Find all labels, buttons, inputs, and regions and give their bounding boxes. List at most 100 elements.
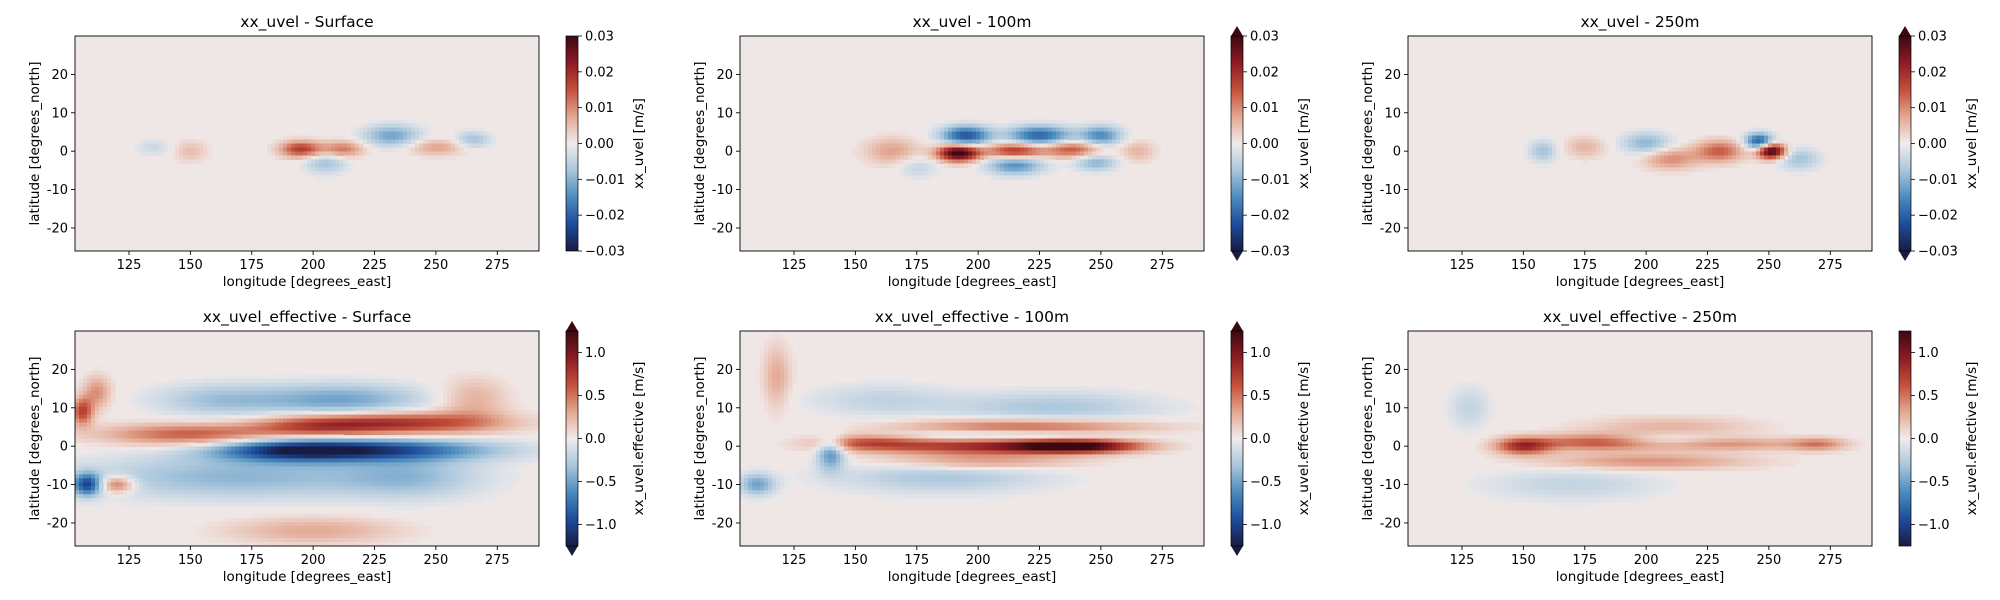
heatmap-cell (319, 462, 324, 467)
heatmap-cell (307, 414, 312, 420)
heatmap-cell (343, 390, 348, 396)
heatmap-cell (475, 127, 480, 133)
heatmap-cell (471, 462, 476, 467)
heatmap-cell (359, 127, 364, 133)
heatmap-cell (203, 466, 208, 471)
heatmap-cell (499, 446, 504, 452)
heatmap-cell (347, 442, 352, 448)
heatmap-cell (519, 446, 524, 452)
heatmap-cell (279, 442, 284, 448)
heatmap-cell (155, 454, 160, 460)
chart-title: xx_uvel - 250m (1580, 13, 1699, 32)
heatmap-cell (483, 454, 488, 460)
heatmap-cell (287, 414, 292, 420)
heatmap-cell (872, 139, 877, 145)
heatmap-cell (147, 462, 152, 467)
heatmap-cell (299, 374, 304, 380)
heatmap-cell (439, 478, 444, 483)
heatmap-cell (271, 438, 276, 444)
heatmap-cell (131, 478, 136, 483)
x-tick-label: 275 (485, 258, 510, 273)
heatmap-cell (916, 163, 921, 168)
heatmap-cell (483, 478, 488, 483)
heatmap-cell (976, 131, 981, 137)
heatmap-cell (519, 458, 524, 463)
heatmap-cell (1032, 175, 1037, 180)
heatmap-cell (327, 390, 332, 396)
heatmap-cell (443, 454, 448, 460)
y-tick-label: -20 (1380, 221, 1401, 236)
heatmap-cell (435, 143, 440, 149)
heatmap-cell (503, 470, 508, 475)
heatmap-cell (463, 426, 468, 432)
heatmap-cell (107, 486, 112, 491)
heatmap-cell (311, 442, 316, 448)
heatmap-cell (235, 394, 240, 400)
heatmap-cell (463, 127, 468, 133)
heatmap-cell (515, 442, 520, 448)
heatmap-cell (339, 482, 344, 487)
heatmap-cell (415, 131, 420, 137)
heatmap-cell (1056, 119, 1061, 125)
heatmap-cell (279, 462, 284, 467)
plot-frame (74, 35, 540, 252)
heatmap-cell (315, 470, 320, 475)
heatmap-cell (1720, 155, 1725, 161)
heatmap-cell (239, 406, 244, 412)
heatmap-cell (1632, 159, 1637, 165)
x-axis-label: longitude [degrees_east] (1556, 274, 1724, 290)
heatmap-cell (1648, 155, 1653, 161)
heatmap-cell (479, 406, 484, 412)
heatmap-cell (503, 418, 508, 424)
heatmap-cell (1528, 139, 1533, 145)
heatmap-cell (1072, 119, 1077, 125)
heatmap-cell (375, 143, 380, 149)
heatmap-cell (1684, 159, 1689, 165)
heatmap-cell (167, 418, 172, 424)
heatmap-cell (900, 143, 905, 149)
heatmap-cell (471, 402, 476, 408)
heatmap-cell (435, 458, 440, 463)
heatmap-cell (315, 159, 320, 165)
heatmap-cell (1036, 143, 1041, 149)
heatmap-cell (367, 382, 372, 388)
heatmap-cell (435, 422, 440, 428)
heatmap-cell (411, 378, 416, 384)
heatmap-cell (231, 422, 236, 428)
heatmap-cell (1096, 159, 1101, 165)
heatmap-cell (191, 470, 196, 475)
heatmap-cell (135, 143, 140, 149)
heatmap-cell (167, 442, 172, 448)
heatmap-cell (1036, 175, 1041, 180)
heatmap-cell (988, 131, 993, 137)
heatmap-cell (531, 414, 536, 420)
heatmap-cell (131, 454, 136, 460)
heatmap-cell (1648, 139, 1653, 145)
heatmap-cell (275, 155, 280, 161)
heatmap-cell (479, 450, 484, 456)
heatmap-cell (924, 175, 929, 180)
heatmap-cell (1040, 119, 1045, 125)
heatmap-cell (139, 394, 144, 400)
heatmap-cell (219, 454, 224, 460)
heatmap-cell (251, 386, 256, 392)
heatmap-cell (415, 414, 420, 420)
heatmap-cell (315, 386, 320, 392)
heatmap-cell (1672, 147, 1677, 153)
heatmap-cell (319, 394, 324, 400)
heatmap-cell (1668, 167, 1673, 172)
heatmap-cell (143, 147, 148, 153)
heatmap-cell (351, 442, 356, 448)
heatmap-cell (471, 127, 476, 133)
heatmap-cell (331, 163, 336, 168)
heatmap-cell (183, 398, 188, 404)
heatmap-cell (295, 155, 300, 161)
heatmap-cell (79, 466, 84, 471)
heatmap-cell (271, 402, 276, 408)
heatmap-cell (155, 398, 160, 404)
heatmap-cell (235, 466, 240, 471)
heatmap-cell (431, 430, 436, 436)
heatmap-cell (179, 482, 184, 487)
heatmap-cell (1784, 143, 1789, 149)
heatmap-cell (423, 414, 428, 420)
